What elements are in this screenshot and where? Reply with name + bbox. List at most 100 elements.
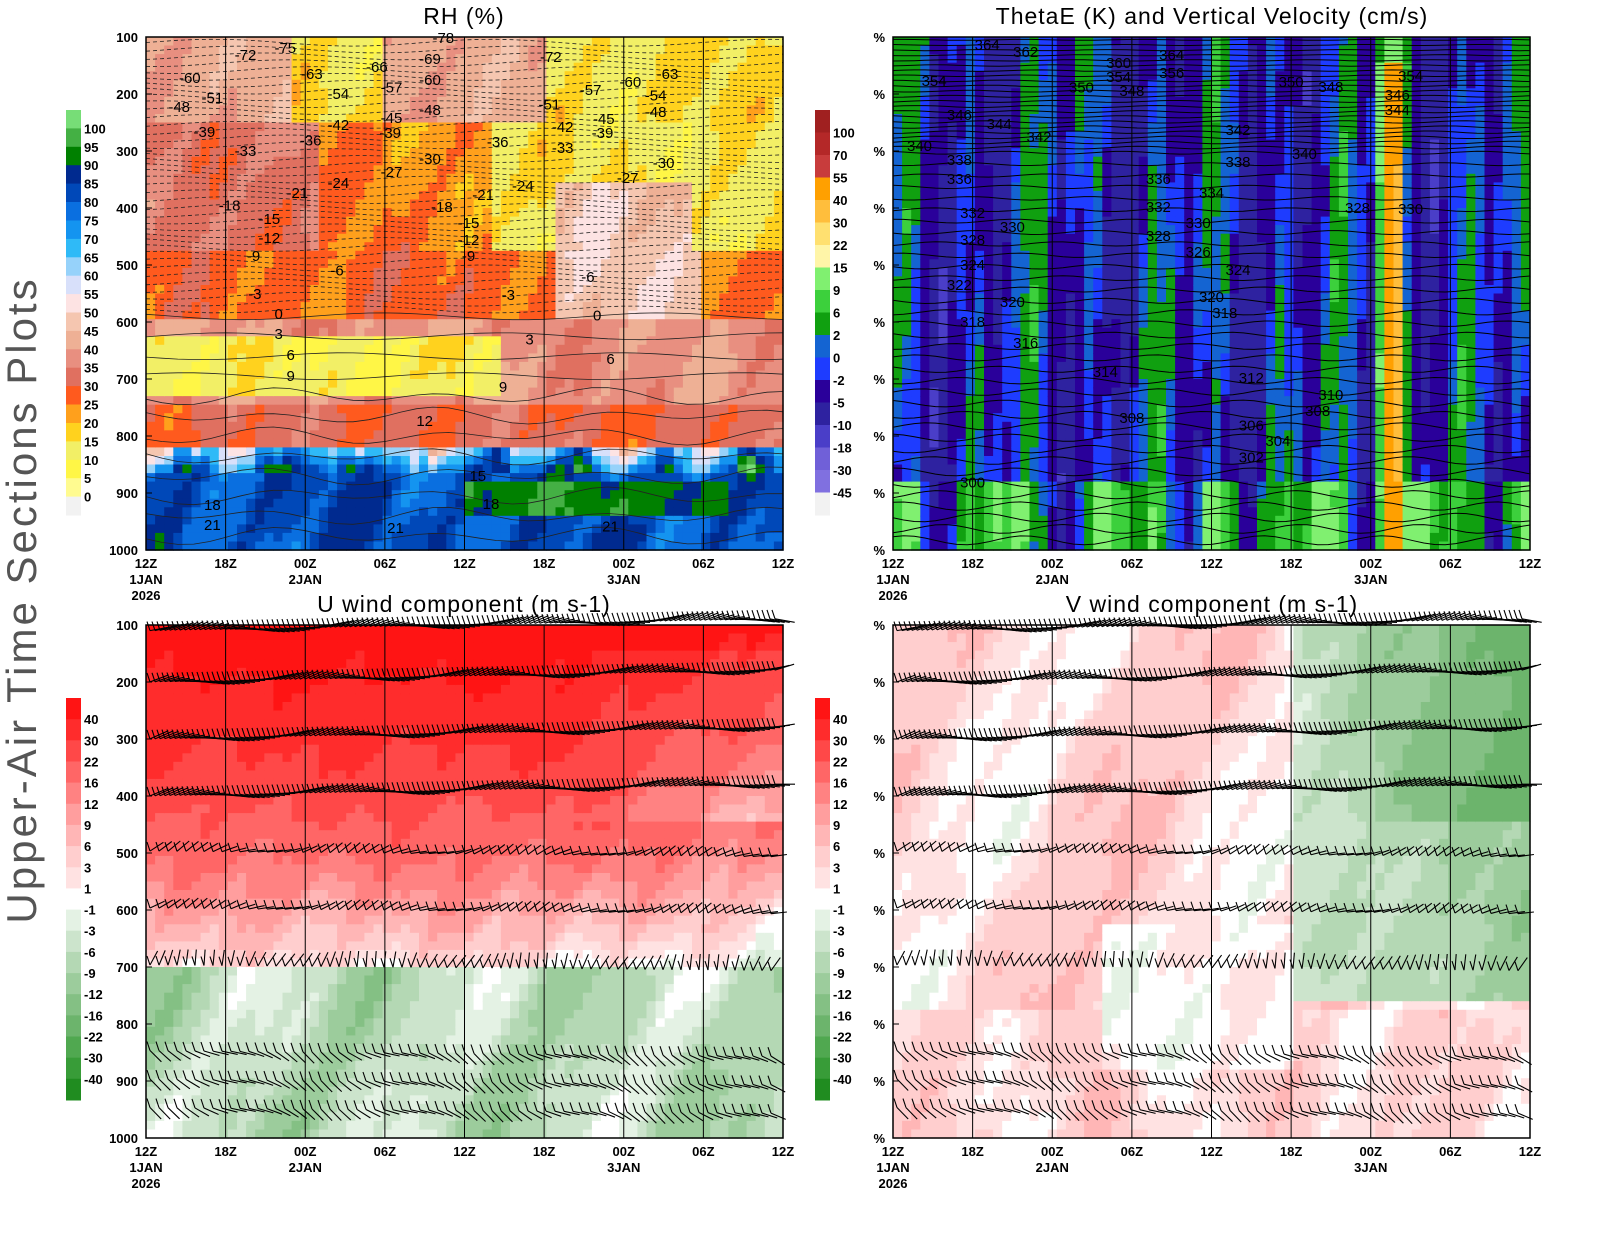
field-cell (328, 388, 338, 397)
field-cell (747, 259, 757, 268)
field-cell (501, 157, 511, 166)
field-cell (401, 396, 411, 405)
field-cell (346, 37, 356, 46)
field-cell (565, 465, 575, 474)
field-cell (492, 422, 502, 431)
contour-label: -72 (235, 47, 257, 64)
field-cell (920, 165, 930, 174)
field-cell (902, 447, 912, 456)
field-cell (728, 54, 738, 63)
field-cell (701, 140, 711, 149)
field-cell (647, 46, 657, 55)
field-cell (610, 473, 620, 482)
field-cell (692, 439, 702, 448)
contour-label: 18 (204, 497, 221, 514)
field-cell (155, 114, 165, 123)
field-cell (893, 131, 903, 140)
field-cell (401, 413, 411, 422)
field-cell (747, 439, 757, 448)
field-cell (164, 499, 174, 508)
field-cell (255, 371, 265, 380)
field-cell (255, 396, 265, 405)
field-cell (747, 208, 757, 217)
field-cell (920, 191, 930, 200)
field-cell (637, 345, 647, 354)
field-cell (747, 200, 757, 209)
field-cell (692, 362, 702, 371)
field-cell (328, 353, 338, 362)
field-cell (747, 54, 757, 63)
field-cell (192, 353, 202, 362)
field-cell (319, 396, 329, 405)
field-cell (893, 268, 903, 277)
field-cell (346, 516, 356, 525)
field-cell (592, 379, 602, 388)
field-cell (437, 456, 447, 465)
field-cell (283, 507, 293, 516)
field-cell (948, 140, 958, 149)
colorbar-swatch (66, 165, 81, 184)
field-cell (756, 465, 766, 474)
field-cell (310, 251, 320, 260)
field-cell (601, 379, 611, 388)
field-cell (738, 294, 748, 303)
field-cell (637, 465, 647, 474)
field-cell (428, 345, 438, 354)
field-cell (383, 456, 393, 465)
field-cell (546, 379, 556, 388)
field-cell (537, 80, 547, 89)
field-cell (428, 362, 438, 371)
field-cell (364, 242, 374, 251)
field-cell (492, 524, 502, 533)
contour-label: -78 (432, 30, 454, 47)
field-cell (920, 396, 930, 405)
field-cell (546, 268, 556, 277)
field-cell (383, 379, 393, 388)
field-cell (601, 336, 611, 345)
field-cell (146, 131, 156, 140)
contour-label: -51 (539, 96, 561, 113)
field-cell (948, 242, 958, 251)
field-cell (501, 191, 511, 200)
field-cell (428, 430, 438, 439)
field-cell (592, 174, 602, 183)
colorbar-swatch (66, 478, 81, 497)
contour-label: -24 (328, 175, 350, 192)
field-cell (647, 268, 657, 277)
field-cell (519, 362, 529, 371)
field-cell (283, 456, 293, 465)
field-cell (665, 447, 675, 456)
field-cell (920, 200, 930, 209)
field-cell (283, 294, 293, 303)
field-cell (383, 430, 393, 439)
field-cell (146, 430, 156, 439)
field-cell (410, 447, 420, 456)
field-cell (283, 447, 293, 456)
colorbar-swatch (66, 110, 81, 129)
field-cell (219, 148, 229, 157)
field-cell (556, 388, 566, 397)
field-cell (383, 499, 393, 508)
field-cell (192, 447, 202, 456)
field-cell (192, 422, 202, 431)
field-cell (911, 516, 921, 525)
field-cell (201, 174, 211, 183)
field-cell (492, 123, 502, 132)
field-cell (774, 336, 784, 345)
field-cell (537, 328, 547, 337)
field-cell (683, 208, 693, 217)
field-cell (929, 182, 939, 191)
y-tick-label: 700 (116, 372, 138, 387)
field-cell (911, 294, 921, 303)
field-cell (237, 242, 247, 251)
field-cell (201, 302, 211, 311)
field-cell (546, 516, 556, 525)
field-cell (465, 516, 475, 525)
field-cell (556, 208, 566, 217)
field-cell (492, 328, 502, 337)
field-cell (283, 276, 293, 285)
field-cell (182, 430, 192, 439)
field-cell (975, 336, 985, 345)
field-cell (656, 371, 666, 380)
field-cell (428, 499, 438, 508)
